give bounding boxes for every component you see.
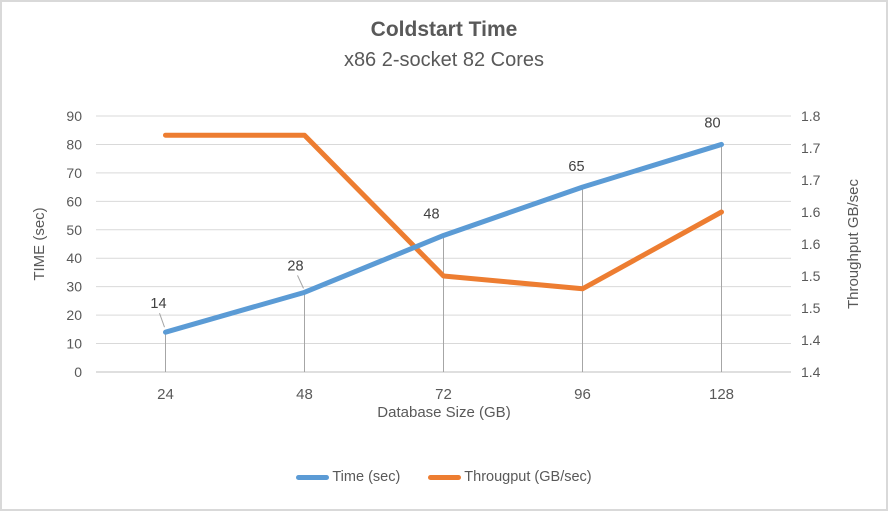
data-label-leader-line	[297, 275, 304, 289]
left-axis-tick-label: 80	[66, 136, 82, 152]
right-axis-tick-label: 1.5	[801, 300, 821, 316]
right-axis-tick-label: 1.8	[801, 108, 821, 124]
x-axis-tick-label: 128	[709, 386, 734, 403]
legend-entry-throughput: Througput (GB/sec)	[428, 469, 592, 485]
left-axis-tick-label: 70	[66, 165, 82, 181]
legend-label-throughput: Througput (GB/sec)	[464, 469, 592, 485]
x-axis-title: Database Size (GB)	[377, 404, 511, 421]
right-axis-tick-label: 1.5	[801, 268, 821, 284]
chart-title: Coldstart Time	[370, 18, 518, 41]
legend-swatch-time	[296, 474, 330, 480]
right-axis-tick-label: 1.6	[801, 204, 821, 220]
x-axis-tick-label: 48	[296, 386, 313, 403]
right-axis-tick-label: 1.7	[801, 140, 821, 156]
left-axis-tick-label: 90	[66, 108, 82, 124]
left-axis-tick-label: 50	[66, 222, 82, 238]
left-axis-tick-label: 10	[66, 336, 82, 352]
legend-entry-time: Time (sec)	[296, 469, 400, 485]
x-axis-tick-label: 96	[574, 386, 591, 403]
right-axis-tick-label: 1.4	[801, 332, 821, 348]
data-label: 65	[568, 159, 584, 175]
legend-swatch-throughput	[428, 474, 462, 480]
legend: Time (sec) Througput (GB/sec)	[2, 469, 886, 485]
x-axis-tick-label: 24	[157, 386, 174, 403]
data-label-leader-line	[159, 313, 165, 328]
left-axis-tick-label: 20	[66, 307, 82, 323]
right-axis-tick-label: 1.7	[801, 172, 821, 188]
left-axis-tick-label: 0	[74, 364, 82, 380]
left-axis-tick-label: 40	[66, 250, 82, 266]
right-axis-tick-label: 1.6	[801, 236, 821, 252]
data-label: 80	[704, 115, 720, 131]
series-line-throughput	[163, 132, 724, 292]
data-label: 14	[150, 296, 166, 312]
legend-label-time: Time (sec)	[332, 469, 401, 485]
data-label: 48	[423, 206, 439, 222]
left-axis-tick-label: 60	[66, 193, 82, 209]
data-label: 28	[287, 258, 303, 274]
left-axis-title: TIME (sec)	[31, 207, 48, 281]
right-axis-title: Throughput GB/sec	[845, 178, 862, 310]
right-axis-tick-label: 1.4	[801, 364, 821, 380]
left-axis-tick-label: 30	[66, 279, 82, 295]
series-line-time	[163, 141, 724, 335]
chart-subtitle: x86 2-socket 82 Cores	[343, 49, 545, 71]
x-axis-tick-label: 72	[435, 386, 452, 403]
